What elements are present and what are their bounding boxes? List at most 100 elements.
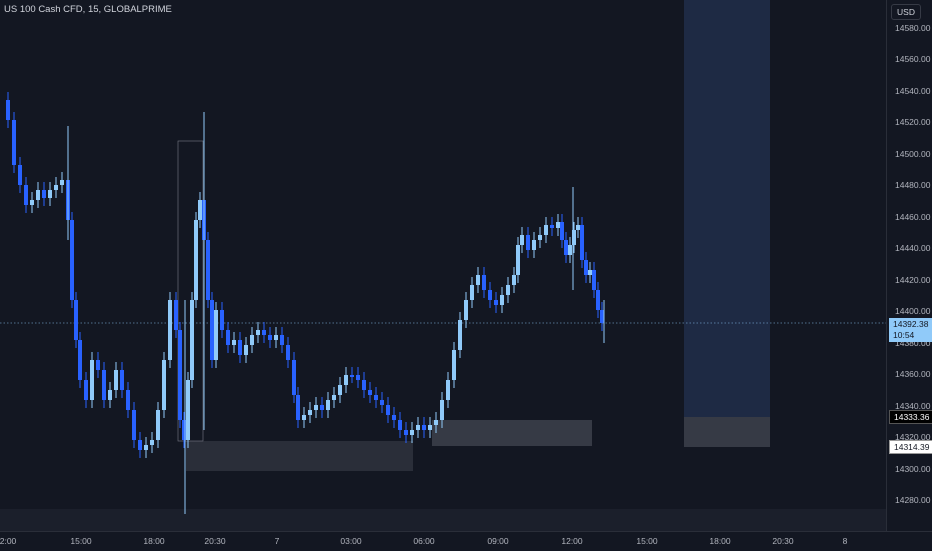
candle-body — [206, 240, 210, 300]
candle-body — [70, 220, 74, 300]
current-price-tag: 14392.38 10:54 — [889, 318, 932, 342]
candle-body — [144, 445, 148, 450]
candle-body — [156, 410, 160, 440]
candle-body — [512, 275, 516, 285]
candle-body — [168, 300, 172, 360]
candle-body — [74, 300, 78, 340]
price-tag-upper: 14333.36 — [889, 410, 932, 424]
chart-pane[interactable]: US 100 Cash CFD, 15, GLOBALPRIME — [0, 0, 886, 531]
candle-body — [292, 360, 296, 395]
candle-body — [410, 430, 414, 435]
candle-body — [560, 222, 564, 240]
candle-body — [232, 340, 236, 345]
candle-body — [380, 400, 384, 405]
candle-body — [126, 390, 130, 410]
candle-body — [470, 285, 474, 300]
candle-body — [404, 430, 408, 435]
candle-body — [386, 405, 390, 415]
price-tick: 14280.00 — [895, 495, 931, 505]
time-tick: 20:30 — [772, 536, 794, 546]
candle-body — [596, 290, 600, 310]
candle-body — [186, 380, 190, 440]
candle-body — [314, 405, 318, 410]
candle-body — [326, 400, 330, 410]
candle-body — [162, 360, 166, 410]
candle-body — [344, 375, 348, 385]
price-tick: 14580.00 — [895, 23, 931, 33]
symbol-title[interactable]: US 100 Cash CFD, 15, GLOBALPRIME — [4, 4, 172, 15]
candle-body — [506, 285, 510, 295]
candle-body — [350, 375, 354, 377]
time-axis[interactable]: 2:00 15:00 18:00 20:30 7 03:00 06:00 09:… — [0, 531, 932, 551]
candle-body — [580, 225, 584, 260]
candle-body — [458, 320, 462, 350]
price-tick: 14460.00 — [895, 212, 931, 222]
candle-body — [374, 395, 378, 400]
candle-body — [132, 410, 136, 440]
time-tick: 8 — [842, 536, 848, 546]
demand-zone-left[interactable] — [186, 441, 413, 471]
candle-body — [24, 185, 28, 205]
price-axis[interactable]: USD 14580.00 14560.00 14540.00 14520.00 … — [886, 0, 932, 531]
currency-button[interactable]: USD — [891, 4, 921, 20]
candle-body — [12, 120, 16, 165]
candle-body — [244, 345, 248, 355]
candle-body — [54, 185, 58, 190]
candle-body — [520, 235, 524, 245]
candle-body — [476, 275, 480, 285]
candle-body — [102, 370, 106, 400]
candle-body — [214, 310, 218, 360]
price-tick: 14540.00 — [895, 86, 931, 96]
candle-body — [182, 420, 186, 440]
time-tick: 18:00 — [143, 536, 165, 546]
price-tag-lower: 14314.39 — [889, 440, 932, 454]
candle-body — [320, 405, 324, 410]
candle-body — [210, 300, 214, 360]
price-tick: 14500.00 — [895, 149, 931, 159]
price-tick: 14420.00 — [895, 275, 931, 285]
candle-body — [452, 350, 456, 380]
candle-body — [120, 370, 124, 390]
countdown-timer: 10:54 — [893, 330, 915, 340]
candle-body — [568, 245, 572, 255]
candle-body — [464, 300, 468, 320]
time-tick: 15:00 — [636, 536, 658, 546]
candle-body — [550, 225, 554, 228]
price-tick: 14480.00 — [895, 180, 931, 190]
price-tick: 14320.00 — [895, 432, 931, 442]
candle-body — [500, 295, 504, 305]
candle-body — [280, 335, 284, 345]
candle-body — [194, 220, 198, 300]
range-outline — [177, 140, 204, 442]
candle-body — [96, 360, 100, 370]
projection-box[interactable] — [684, 0, 770, 417]
candle-body — [190, 300, 194, 380]
candle-body — [482, 275, 486, 290]
time-tick: 7 — [274, 536, 280, 546]
candle-body — [302, 415, 306, 420]
candle-body — [446, 380, 450, 400]
price-tick: 14340.00 — [895, 401, 931, 411]
candle-body — [138, 440, 142, 450]
time-tick: 03:00 — [340, 536, 362, 546]
candle-body — [198, 200, 202, 220]
candle-body — [6, 100, 10, 120]
candle-body — [532, 240, 536, 250]
candle-body — [588, 270, 592, 275]
projection-zone[interactable] — [684, 417, 770, 447]
price-tick: 14560.00 — [895, 54, 931, 64]
demand-zone-right[interactable] — [432, 420, 592, 446]
candle-body — [174, 300, 178, 330]
candle-body — [494, 300, 498, 305]
candle-body — [262, 330, 266, 335]
candle-body — [544, 225, 548, 235]
candle-body — [286, 345, 290, 360]
candle-body — [526, 235, 530, 250]
time-tick: 2:00 — [0, 536, 17, 546]
candle-body — [434, 420, 438, 425]
candles-group — [6, 92, 605, 514]
candle-body — [332, 395, 336, 400]
candle-body — [362, 380, 366, 390]
candle-body — [274, 335, 278, 340]
candlestick-chart[interactable] — [0, 0, 886, 531]
